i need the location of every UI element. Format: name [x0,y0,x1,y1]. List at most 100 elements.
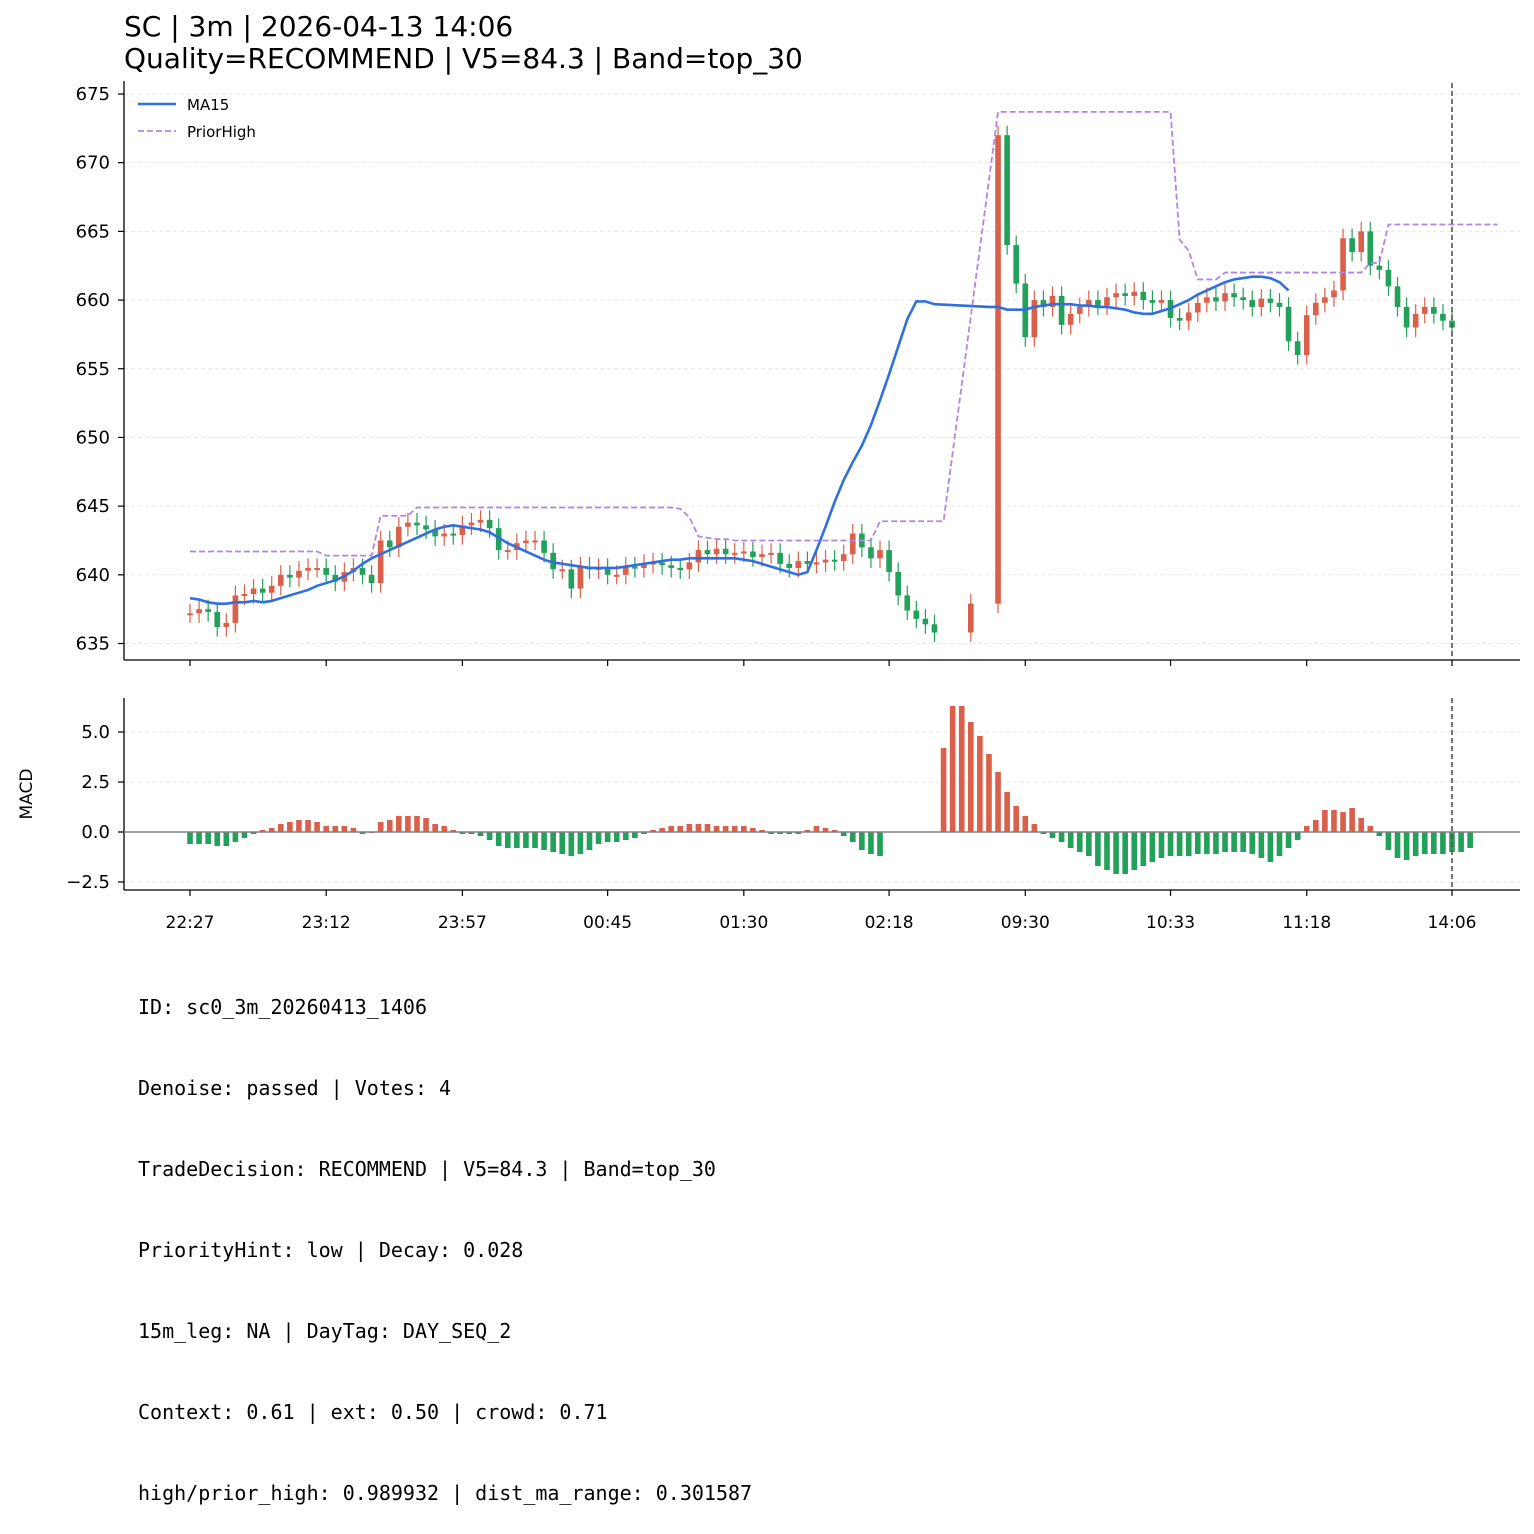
candle-body [641,563,647,568]
candle-body [332,574,339,582]
candle-body [768,552,774,555]
macd-bar [559,832,566,854]
macd-bar [1267,832,1274,862]
candle-body [995,135,1001,604]
info-line: PriorityHint: low | Decay: 0.028 [138,1238,524,1262]
candle-body [386,540,393,548]
macd-bar [958,706,965,832]
macd-bar [1058,832,1065,842]
candle-body [1412,313,1419,328]
candle-body [214,611,221,628]
candle-body [577,566,584,589]
candle-body [741,551,747,554]
info-line: TradeDecision: RECOMMEND | V5=84.3 | Ban… [138,1157,716,1181]
candle-body [268,585,275,593]
candle-body [441,533,448,537]
macd-bar [1140,832,1147,866]
candle-body [759,554,765,557]
macd-bar [813,826,820,832]
macd-bar [1394,832,1401,858]
candle-body [795,561,802,568]
candle-body [559,569,566,572]
macd-bar [1421,832,1428,854]
macd-bar [713,826,720,832]
candle-body [713,548,720,555]
candle-body [532,540,538,543]
candle-body [1131,291,1138,296]
macd-bar [1104,832,1110,870]
candle-body [813,562,820,565]
macd-bar [1067,832,1074,848]
x-axis: 22:27 23:12 23:57 00:45 01:30 02:18 09:30 10:33… [166,660,1477,933]
macd-bar [804,830,811,832]
macd-bar [1095,832,1101,866]
macd-bar [986,754,992,832]
macd-bar [1367,826,1374,832]
info-line: 15m_leg: NA | DayTag: DAY_SEQ_2 [138,1319,512,1343]
candle-body [459,525,466,535]
macd-bar [632,832,638,838]
candle-body [877,550,883,559]
macd-bar [967,722,974,832]
candle-body [314,567,320,570]
candle-body [804,561,811,564]
macd-ytick-label: 5.0 [81,722,110,743]
candle-body [868,547,874,559]
macd-bar [396,816,402,832]
candle-body [1358,231,1365,252]
price-ytick-label: 665 [76,221,110,242]
x-tick-label: 00:45 [583,913,632,933]
candle-body [405,522,411,527]
macd-bar [949,706,956,832]
candle-body [1385,269,1392,287]
candle-body [1367,231,1374,266]
macd-bar [1031,824,1038,832]
candle-body [777,552,783,564]
candle-body [1403,306,1410,328]
candle-body [750,551,756,557]
macd-bar [677,826,684,832]
candle-body [1067,313,1074,325]
macd-bar [205,832,211,844]
macd-bar [1122,832,1128,874]
x-tick-label: 22:27 [166,913,215,933]
candle-body [1294,341,1301,356]
macd-ytick-label: 0.0 [81,822,110,843]
macd-bar [377,822,384,832]
candle-body [1158,300,1165,303]
candle-body [1122,293,1128,296]
macd-bar [768,832,774,834]
macd-bar [1431,832,1437,854]
macd-bar [1022,816,1029,832]
candle-body [377,540,384,584]
macd-bar [1249,832,1256,854]
macd-bar [296,820,302,832]
macd-bar [1231,832,1237,852]
macd-panel: −2.5 0.0 2.5 5.0 MACD [17,698,1520,893]
macd-bar [641,832,647,834]
candle-body [786,563,793,568]
macd-bar [659,828,665,832]
macd-bar [822,828,829,832]
macd-bar [432,824,438,832]
macd-bar [1276,832,1283,856]
candle-body [1349,238,1355,252]
candle-body [450,533,457,536]
macd-bar [341,826,348,832]
legend-priorhigh-label: PriorHigh [187,123,256,141]
macd-bar [1358,818,1365,832]
candle-body [1194,302,1201,313]
candle-body [1149,300,1156,303]
macd-bar [1013,806,1020,832]
candle-body [1340,238,1346,291]
candle-body [414,522,420,526]
macd-bar [332,826,339,832]
macd-bar [1049,832,1056,838]
macd-bar [196,832,202,844]
macd-ylabel: MACD [17,769,37,820]
candle-body [287,574,293,578]
macd-bar [250,832,257,834]
macd-bar [468,832,475,834]
macd-bar [1458,832,1464,852]
macd-bar [622,832,629,840]
